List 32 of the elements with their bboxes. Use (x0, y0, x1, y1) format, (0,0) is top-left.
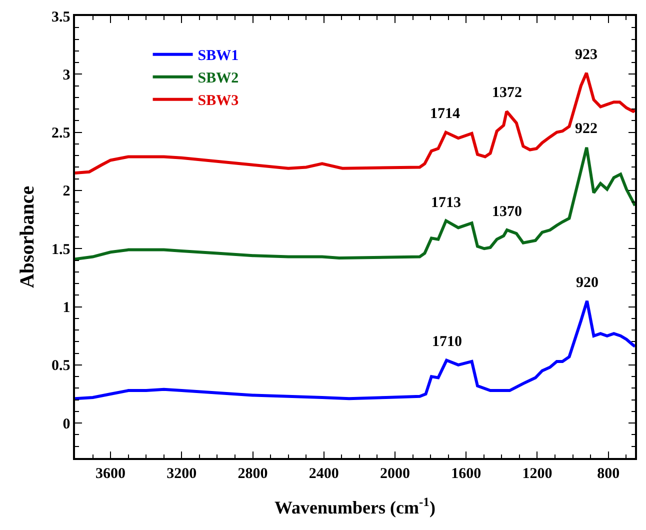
x-tick-label: 2000 (380, 466, 410, 482)
x-tick-label: 3600 (96, 466, 126, 482)
annotation: 923 (575, 47, 598, 63)
y-tick-label: 2.5 (52, 126, 70, 142)
y-axis-title: Absorbance (16, 186, 38, 288)
x-tick-label: 1600 (451, 466, 482, 482)
annotation: 1710 (432, 334, 462, 350)
annotation: 1370 (492, 204, 522, 220)
y-tick-label: 0 (62, 416, 70, 432)
y-tick-label: 1.5 (52, 242, 70, 258)
line-series (75, 299, 635, 400)
annotation: 1713 (431, 195, 461, 211)
y-tick-label: 3 (62, 67, 70, 84)
annotation: 1714 (430, 106, 460, 122)
legend-label: SBW2 (198, 70, 239, 87)
x-tick-label: 3200 (166, 466, 197, 482)
x-tick-label: 2400 (308, 466, 339, 482)
annotation: 920 (576, 275, 598, 291)
legend-label: SBW1 (198, 48, 239, 64)
x-tick-label: 800 (597, 466, 620, 482)
line-series (75, 71, 635, 175)
x-tick-label: 1200 (522, 466, 552, 482)
y-tick-label: 1 (62, 300, 70, 316)
y-tick-label: 0.5 (52, 358, 70, 374)
annotation: 1372 (492, 85, 522, 101)
legend-label: SBW3 (198, 93, 239, 110)
line-series (75, 146, 635, 261)
y-tick-label: 3.5 (52, 9, 70, 26)
annotation: 922 (575, 121, 598, 137)
y-tick-label: 2 (62, 184, 70, 200)
x-axis-title: Wavenumbers (cm$^{-1}$) (274, 494, 436, 518)
x-tick-label: 2800 (238, 466, 268, 482)
